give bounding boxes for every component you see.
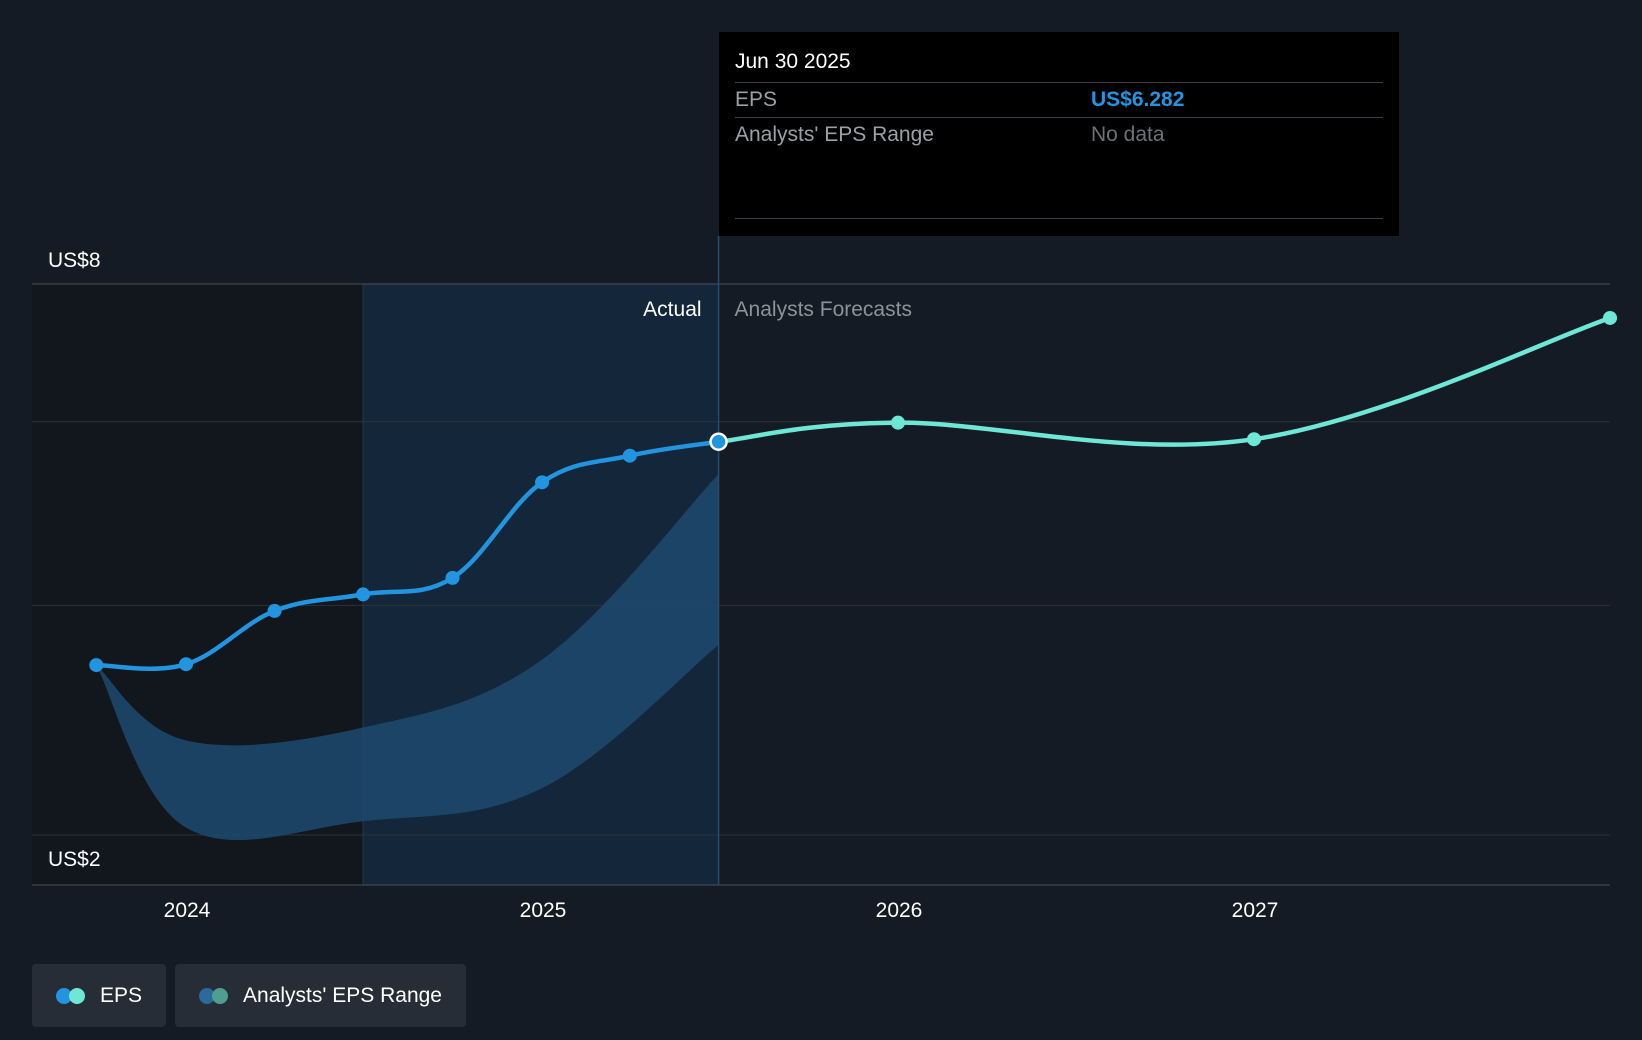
eps-forecast-line xyxy=(716,315,1613,447)
legend-range-label: Analysts' EPS Range xyxy=(243,983,442,1007)
range-swatch-icon xyxy=(199,987,229,1004)
eps-actual-point xyxy=(622,448,637,463)
tooltip-eps-value: US$6.282 xyxy=(1091,88,1185,111)
y-axis-label-bottom: US$2 xyxy=(48,848,101,871)
eps-actual-point xyxy=(89,658,104,673)
tooltip-range-value: No data xyxy=(1091,123,1165,146)
x-tick-label: 2026 xyxy=(876,899,923,922)
eps-actual-point xyxy=(535,475,550,490)
eps-forecast-point xyxy=(891,415,906,430)
tooltip-eps-label: EPS xyxy=(735,88,778,111)
swatch-dot-range-b xyxy=(212,987,229,1004)
eps-actual-point xyxy=(356,587,371,602)
swatch-dot-actual xyxy=(56,987,72,1004)
hover-tooltip: Jun 30 2025 EPS US$6.282 Analysts' EPS R… xyxy=(719,32,1399,236)
legend-item-eps-range[interactable]: Analysts' EPS Range xyxy=(175,964,466,1027)
swatch-dot-range-a xyxy=(199,987,216,1004)
x-tick-label: 2027 xyxy=(1232,899,1279,922)
tooltip-date: Jun 30 2025 xyxy=(735,46,1383,83)
swatch-dot-forecast xyxy=(69,987,85,1004)
eps-actual-point xyxy=(179,657,194,672)
y-axis-label-top: US$8 xyxy=(48,249,101,272)
tooltip-row-range: Analysts' EPS Range No data xyxy=(735,118,1383,219)
eps-actual-point xyxy=(445,570,460,585)
eps-forecast-point xyxy=(1247,432,1262,447)
actual-region-label: Actual xyxy=(643,298,701,321)
eps-hover-point xyxy=(709,432,728,452)
x-tick-label: 2025 xyxy=(520,899,567,922)
tooltip-row-eps: EPS US$6.282 xyxy=(735,83,1383,118)
eps-forecast-point xyxy=(1603,310,1618,325)
x-tick-label: 2024 xyxy=(164,899,211,922)
forecast-region-label: Analysts Forecasts xyxy=(735,298,912,321)
chart-legend: EPS Analysts' EPS Range xyxy=(32,964,466,1027)
eps-swatch-icon xyxy=(56,987,86,1004)
legend-item-eps[interactable]: EPS xyxy=(32,964,167,1027)
eps-actual-line xyxy=(94,439,721,671)
legend-eps-label: EPS xyxy=(100,983,143,1007)
eps-actual-point xyxy=(267,603,282,618)
tooltip-range-label: Analysts' EPS Range xyxy=(735,123,934,146)
eps-range-band xyxy=(96,474,719,841)
